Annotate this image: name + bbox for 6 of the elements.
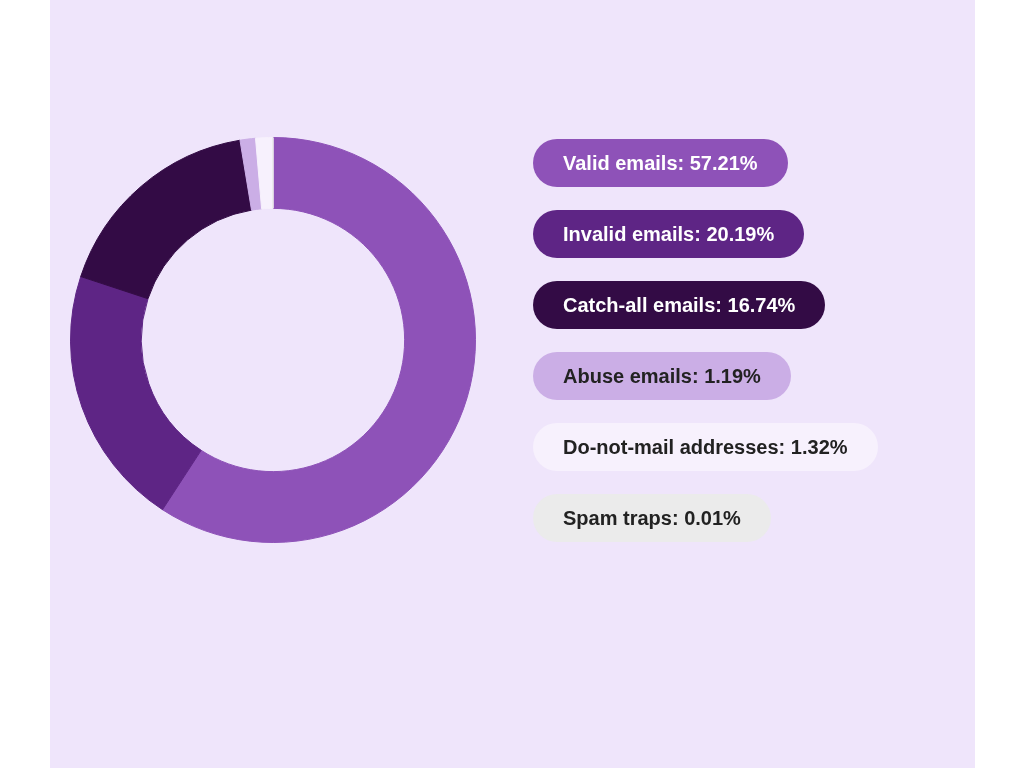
legend-label: Abuse emails: 1.19% bbox=[561, 352, 791, 400]
legend-label: Catch-all emails: 16.74% bbox=[561, 281, 826, 329]
legend-label: Do-not-mail addresses: 1.32% bbox=[561, 423, 878, 471]
legend-label: Invalid emails: 20.19% bbox=[561, 210, 805, 258]
legend-label: Valid emails: 57.21% bbox=[561, 139, 788, 187]
legend-label: Spam traps: 0.01% bbox=[561, 494, 771, 542]
